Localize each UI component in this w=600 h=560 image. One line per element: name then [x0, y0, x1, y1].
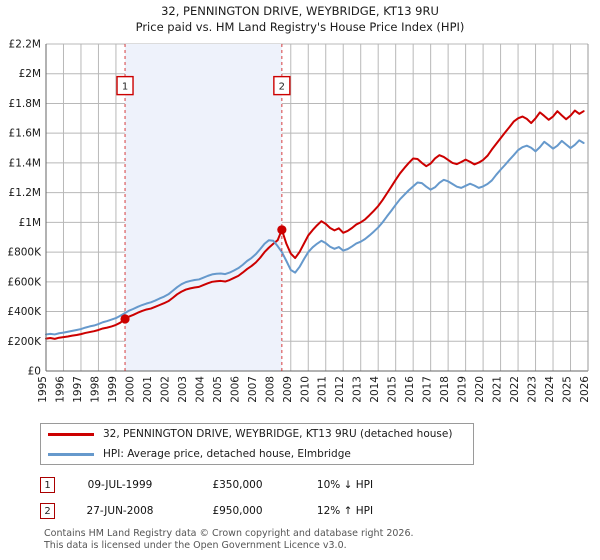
x-axis-tick-label: 1999 — [107, 376, 119, 403]
x-axis-tick-label: 2003 — [177, 376, 189, 403]
x-axis-tick-label: 2002 — [159, 376, 171, 403]
sale-marker-badge — [116, 75, 134, 96]
y-axis-tick-label: £200K — [7, 336, 42, 348]
sale-point-marker — [120, 314, 130, 324]
x-axis-tick-label: 2011 — [317, 376, 329, 403]
transaction-badge-2: 2 — [40, 503, 55, 519]
x-axis-tick-label: 2020 — [474, 376, 486, 403]
x-axis-tick-label: 2025 — [562, 376, 574, 403]
plot-area: £0 £200K £400K £600K £800K £1M £1.2M £1.4M £1.6M… — [7, 39, 591, 403]
series-line-hpi — [45, 139, 585, 336]
x-axis-tick-label: 2015 — [387, 376, 399, 403]
sale-marker-badge — [273, 75, 291, 96]
x-axis-tick-label: 2008 — [264, 376, 276, 403]
series-line-property — [45, 109, 585, 340]
x-axis-tick-label: 2009 — [282, 376, 294, 403]
x-axis-tick-label: 2016 — [404, 376, 416, 403]
x-axis-tick-label: 1997 — [72, 376, 84, 403]
transaction-hpi-delta-1: 10% ↓ HPI — [316, 479, 374, 491]
x-axis-tick-label: 1995 — [37, 376, 49, 403]
x-axis-tick-label: 2014 — [369, 376, 381, 403]
legend-item-hpi: HPI: Average price, detached house, Elmb… — [41, 444, 473, 464]
transaction-date-1: 09-JUL-1999 — [87, 479, 153, 491]
x-axis-tick-label: 2000 — [124, 376, 136, 403]
footer-line-2: This data is licensed under the Open Gov… — [44, 539, 347, 551]
y-axis-tick-label: £2M — [19, 68, 41, 80]
y-axis-tick-label: £1M — [19, 217, 41, 229]
x-axis-tick-label: 2010 — [299, 376, 311, 403]
x-axis-tick-label: 2018 — [439, 376, 451, 403]
transaction-price-1: £350,000 — [212, 479, 263, 491]
x-axis-tick-label: 2026 — [579, 376, 591, 403]
y-axis-tick-label: £1.4M — [9, 157, 41, 169]
sale-point-marker — [277, 225, 287, 235]
transactions-table: 1 09-JUL-1999 £350,000 10% ↓ HPI 2 27-JU… — [40, 472, 480, 524]
x-axis-tick-label: 2023 — [527, 376, 539, 403]
y-axis-tick-label: £2.2M — [9, 39, 41, 51]
x-axis-tick-label: 1998 — [89, 376, 101, 403]
y-axis-tick-label: £1.6M — [9, 128, 41, 140]
legend-label-hpi: HPI: Average price, detached house, Elmb… — [103, 448, 351, 460]
x-axis-tick-label: 2001 — [142, 376, 154, 403]
transaction-hpi-delta-2: 12% ↑ HPI — [316, 505, 374, 517]
chart-subtitle: Price paid vs. HM Land Registry's House … — [135, 20, 465, 34]
copyright-footer: Contains HM Land Registry data © Crown c… — [44, 528, 584, 551]
x-axis-tick-label: 2007 — [247, 376, 259, 403]
y-axis-tick-label: £600K — [7, 276, 42, 288]
legend-swatch-property — [48, 432, 94, 436]
footer-line-1: Contains HM Land Registry data © Crown c… — [44, 528, 414, 539]
sale-marker-number: 2 — [279, 82, 285, 93]
legend-label-property: 32, PENNINGTON DRIVE, WEYBRIDGE, KT13 9R… — [103, 428, 453, 440]
x-axis-tick-label: 2006 — [229, 376, 241, 403]
transaction-price-2: £950,000 — [212, 505, 263, 517]
sale-marker-number: 1 — [122, 82, 128, 93]
table-row: 2 27-JUN-2008 £950,000 12% ↑ HPI — [40, 498, 480, 524]
y-axis-tick-label: £0 — [28, 366, 41, 378]
y-axis-tick-label: £400K — [7, 306, 42, 318]
x-axis-tick-label: 2021 — [492, 376, 504, 403]
table-row: 1 09-JUL-1999 £350,000 10% ↓ HPI — [40, 472, 480, 498]
chart-title-block: 32, PENNINGTON DRIVE, WEYBRIDGE, KT13 9R… — [0, 3, 600, 35]
legend-item-property: 32, PENNINGTON DRIVE, WEYBRIDGE, KT13 9R… — [41, 424, 473, 444]
x-axis-tick-label: 2024 — [544, 376, 556, 403]
x-axis-tick-label: 2004 — [194, 376, 206, 403]
x-axis-tick-label: 2019 — [457, 376, 469, 403]
sale-period-band — [125, 44, 282, 371]
x-axis-tick-label: 2017 — [422, 376, 434, 403]
x-axis-tick-label: 2013 — [352, 376, 364, 403]
page-title: 32, PENNINGTON DRIVE, WEYBRIDGE, KT13 9R… — [161, 4, 439, 18]
chart-legend: 32, PENNINGTON DRIVE, WEYBRIDGE, KT13 9R… — [40, 423, 474, 465]
x-axis-tick-label: 2005 — [212, 376, 224, 403]
y-axis-tick-label: £800K — [7, 247, 42, 259]
y-axis-tick-label: £1.8M — [9, 98, 41, 110]
legend-swatch-hpi — [48, 452, 94, 456]
y-axis-tick-label: £1.2M — [9, 187, 41, 199]
x-axis-tick-label: 1996 — [54, 376, 66, 403]
x-axis-tick-label: 2022 — [509, 376, 521, 403]
x-axis-tick-label: 2012 — [334, 376, 346, 403]
transaction-badge-1: 1 — [40, 477, 55, 493]
transaction-date-2: 27-JUN-2008 — [86, 505, 154, 517]
